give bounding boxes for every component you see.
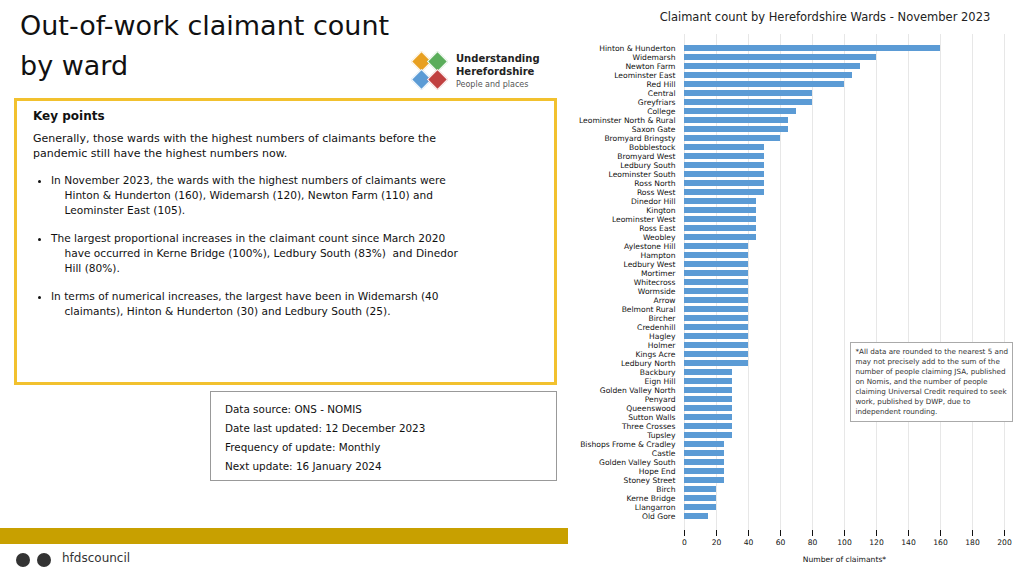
html-text:by ward: by ward (20, 50, 129, 81)
svg-text:Hope End: Hope End (639, 467, 676, 476)
html-text:Key points: Key points (33, 109, 105, 123)
svg-text:College: College (647, 107, 676, 116)
svg-text:Arrow: Arrow (654, 296, 676, 305)
html-text:Date last updated: 12 December: Date last updated: 12 December 2023 (225, 422, 426, 434)
html-text:In November 2023, the wards wi: In November 2023, the wards with the hig… (51, 174, 446, 216)
svg-text:Stoney Street: Stoney Street (624, 476, 676, 485)
svg-text:Castle: Castle (652, 449, 676, 458)
svg-text:Kington: Kington (646, 206, 675, 215)
svg-text:Kerne Bridge: Kerne Bridge (627, 494, 676, 503)
svg-text:Tupsley: Tupsley (646, 431, 676, 440)
html-text:The largest proportional incre: The largest proportional increases in th… (51, 232, 458, 274)
svg-text:Leominster North & Rural: Leominster North & Rural (579, 116, 676, 125)
svg-text:Bircher: Bircher (648, 314, 676, 323)
svg-text:Hagley: Hagley (649, 332, 676, 341)
svg-text:Greyfriars: Greyfriars (638, 98, 676, 107)
svg-text:Dinedor Hill: Dinedor Hill (631, 197, 675, 206)
html-text:Claimant count by Herefordshir: Claimant count by Herefordshire Wards - … (659, 10, 991, 24)
svg-text:Saxon Gate: Saxon Gate (632, 125, 676, 134)
svg-text:Golden Valley North: Golden Valley North (600, 386, 676, 395)
svg-text:Leominster South: Leominster South (609, 170, 676, 179)
svg-text:Golden Valley South: Golden Valley South (599, 458, 676, 467)
svg-text:Newton Farm: Newton Farm (625, 62, 675, 71)
svg-text:Kings Acre: Kings Acre (636, 350, 676, 359)
html-text:Generally, those wards with th: Generally, those wards with the highest … (33, 132, 436, 160)
svg-text:120: 120 (869, 538, 884, 547)
svg-text:Widemarsh: Widemarsh (633, 53, 676, 62)
svg-text:Credenhill: Credenhill (637, 323, 675, 332)
svg-text:Mortimer: Mortimer (641, 269, 676, 278)
svg-text:Ledbury South: Ledbury South (620, 161, 676, 170)
svg-text:Weobley: Weobley (643, 233, 676, 242)
svg-text:Holmer: Holmer (648, 341, 677, 350)
svg-text:180: 180 (965, 538, 980, 547)
svg-text:Queenswood: Queenswood (626, 404, 675, 413)
html-text:Understanding: Understanding (456, 53, 540, 64)
html-text:In terms of numerical increase: In terms of numerical increases, the lar… (51, 290, 439, 317)
svg-text:Eign Hill: Eign Hill (645, 377, 676, 386)
svg-text:Birch: Birch (656, 485, 675, 494)
svg-text:100: 100 (837, 538, 852, 547)
svg-text:Hinton & Hunderton: Hinton & Hunderton (599, 44, 675, 53)
html-text:Data source: ONS - NOMIS: Data source: ONS - NOMIS (225, 403, 362, 415)
svg-text:Ledbury West: Ledbury West (624, 260, 676, 269)
svg-text:200: 200 (997, 538, 1012, 547)
html-text:Out-of-work claimant count: Out-of-work claimant count (20, 10, 390, 41)
svg-text:Number of claimants*: Number of claimants* (803, 555, 886, 564)
svg-text:Backbury: Backbury (640, 368, 676, 377)
html-text:hfdscouncil: hfdscouncil (62, 551, 131, 565)
svg-text:Wormside: Wormside (638, 287, 676, 296)
html-text:Frequency of update: Monthly: Frequency of update: Monthly (225, 441, 381, 453)
html-text:People and places: People and places (456, 80, 529, 89)
svg-text:Ross East: Ross East (639, 224, 675, 233)
svg-text:160: 160 (933, 538, 948, 547)
svg-text:Whitecross: Whitecross (634, 278, 676, 287)
svg-text:Leominster West: Leominster West (612, 215, 676, 224)
svg-text:Central: Central (648, 89, 676, 98)
svg-text:Three Crosses: Three Crosses (621, 422, 676, 431)
svg-text:Red Hill: Red Hill (647, 80, 676, 89)
svg-text:Old Gore: Old Gore (642, 512, 676, 521)
svg-text:Penyard: Penyard (645, 395, 676, 404)
svg-text:140: 140 (901, 538, 916, 547)
html-text:Herefordshire: Herefordshire (456, 66, 535, 77)
svg-text:Belmont Rural: Belmont Rural (622, 305, 676, 314)
svg-text:40: 40 (744, 538, 754, 547)
svg-text:Bromyard West: Bromyard West (617, 152, 675, 161)
svg-text:60: 60 (776, 538, 786, 547)
html-text:*All data are rounded to the n: *All data are rounded to the nearest 5 a… (855, 346, 1009, 416)
svg-text:Hampton: Hampton (640, 251, 675, 260)
svg-text:Leominster East: Leominster East (614, 71, 675, 80)
svg-text:20: 20 (712, 538, 722, 547)
svg-text:Ross West: Ross West (637, 188, 676, 197)
svg-text:Ledbury North: Ledbury North (621, 359, 676, 368)
svg-text:Aylestone Hill: Aylestone Hill (624, 242, 675, 251)
svg-text:Bishops Frome & Cradley: Bishops Frome & Cradley (580, 440, 676, 449)
svg-text:80: 80 (808, 538, 818, 547)
svg-text:Bobblestock: Bobblestock (629, 143, 676, 152)
svg-text:0: 0 (682, 538, 687, 547)
svg-text:Ross North: Ross North (634, 179, 675, 188)
svg-text:Llangarron: Llangarron (635, 503, 676, 512)
svg-text:Bromyard Bringsty: Bromyard Bringsty (604, 134, 676, 143)
svg-text:Sutton Walls: Sutton Walls (628, 413, 675, 422)
html-text:Next update: 16 January 2024: Next update: 16 January 2024 (225, 460, 382, 472)
